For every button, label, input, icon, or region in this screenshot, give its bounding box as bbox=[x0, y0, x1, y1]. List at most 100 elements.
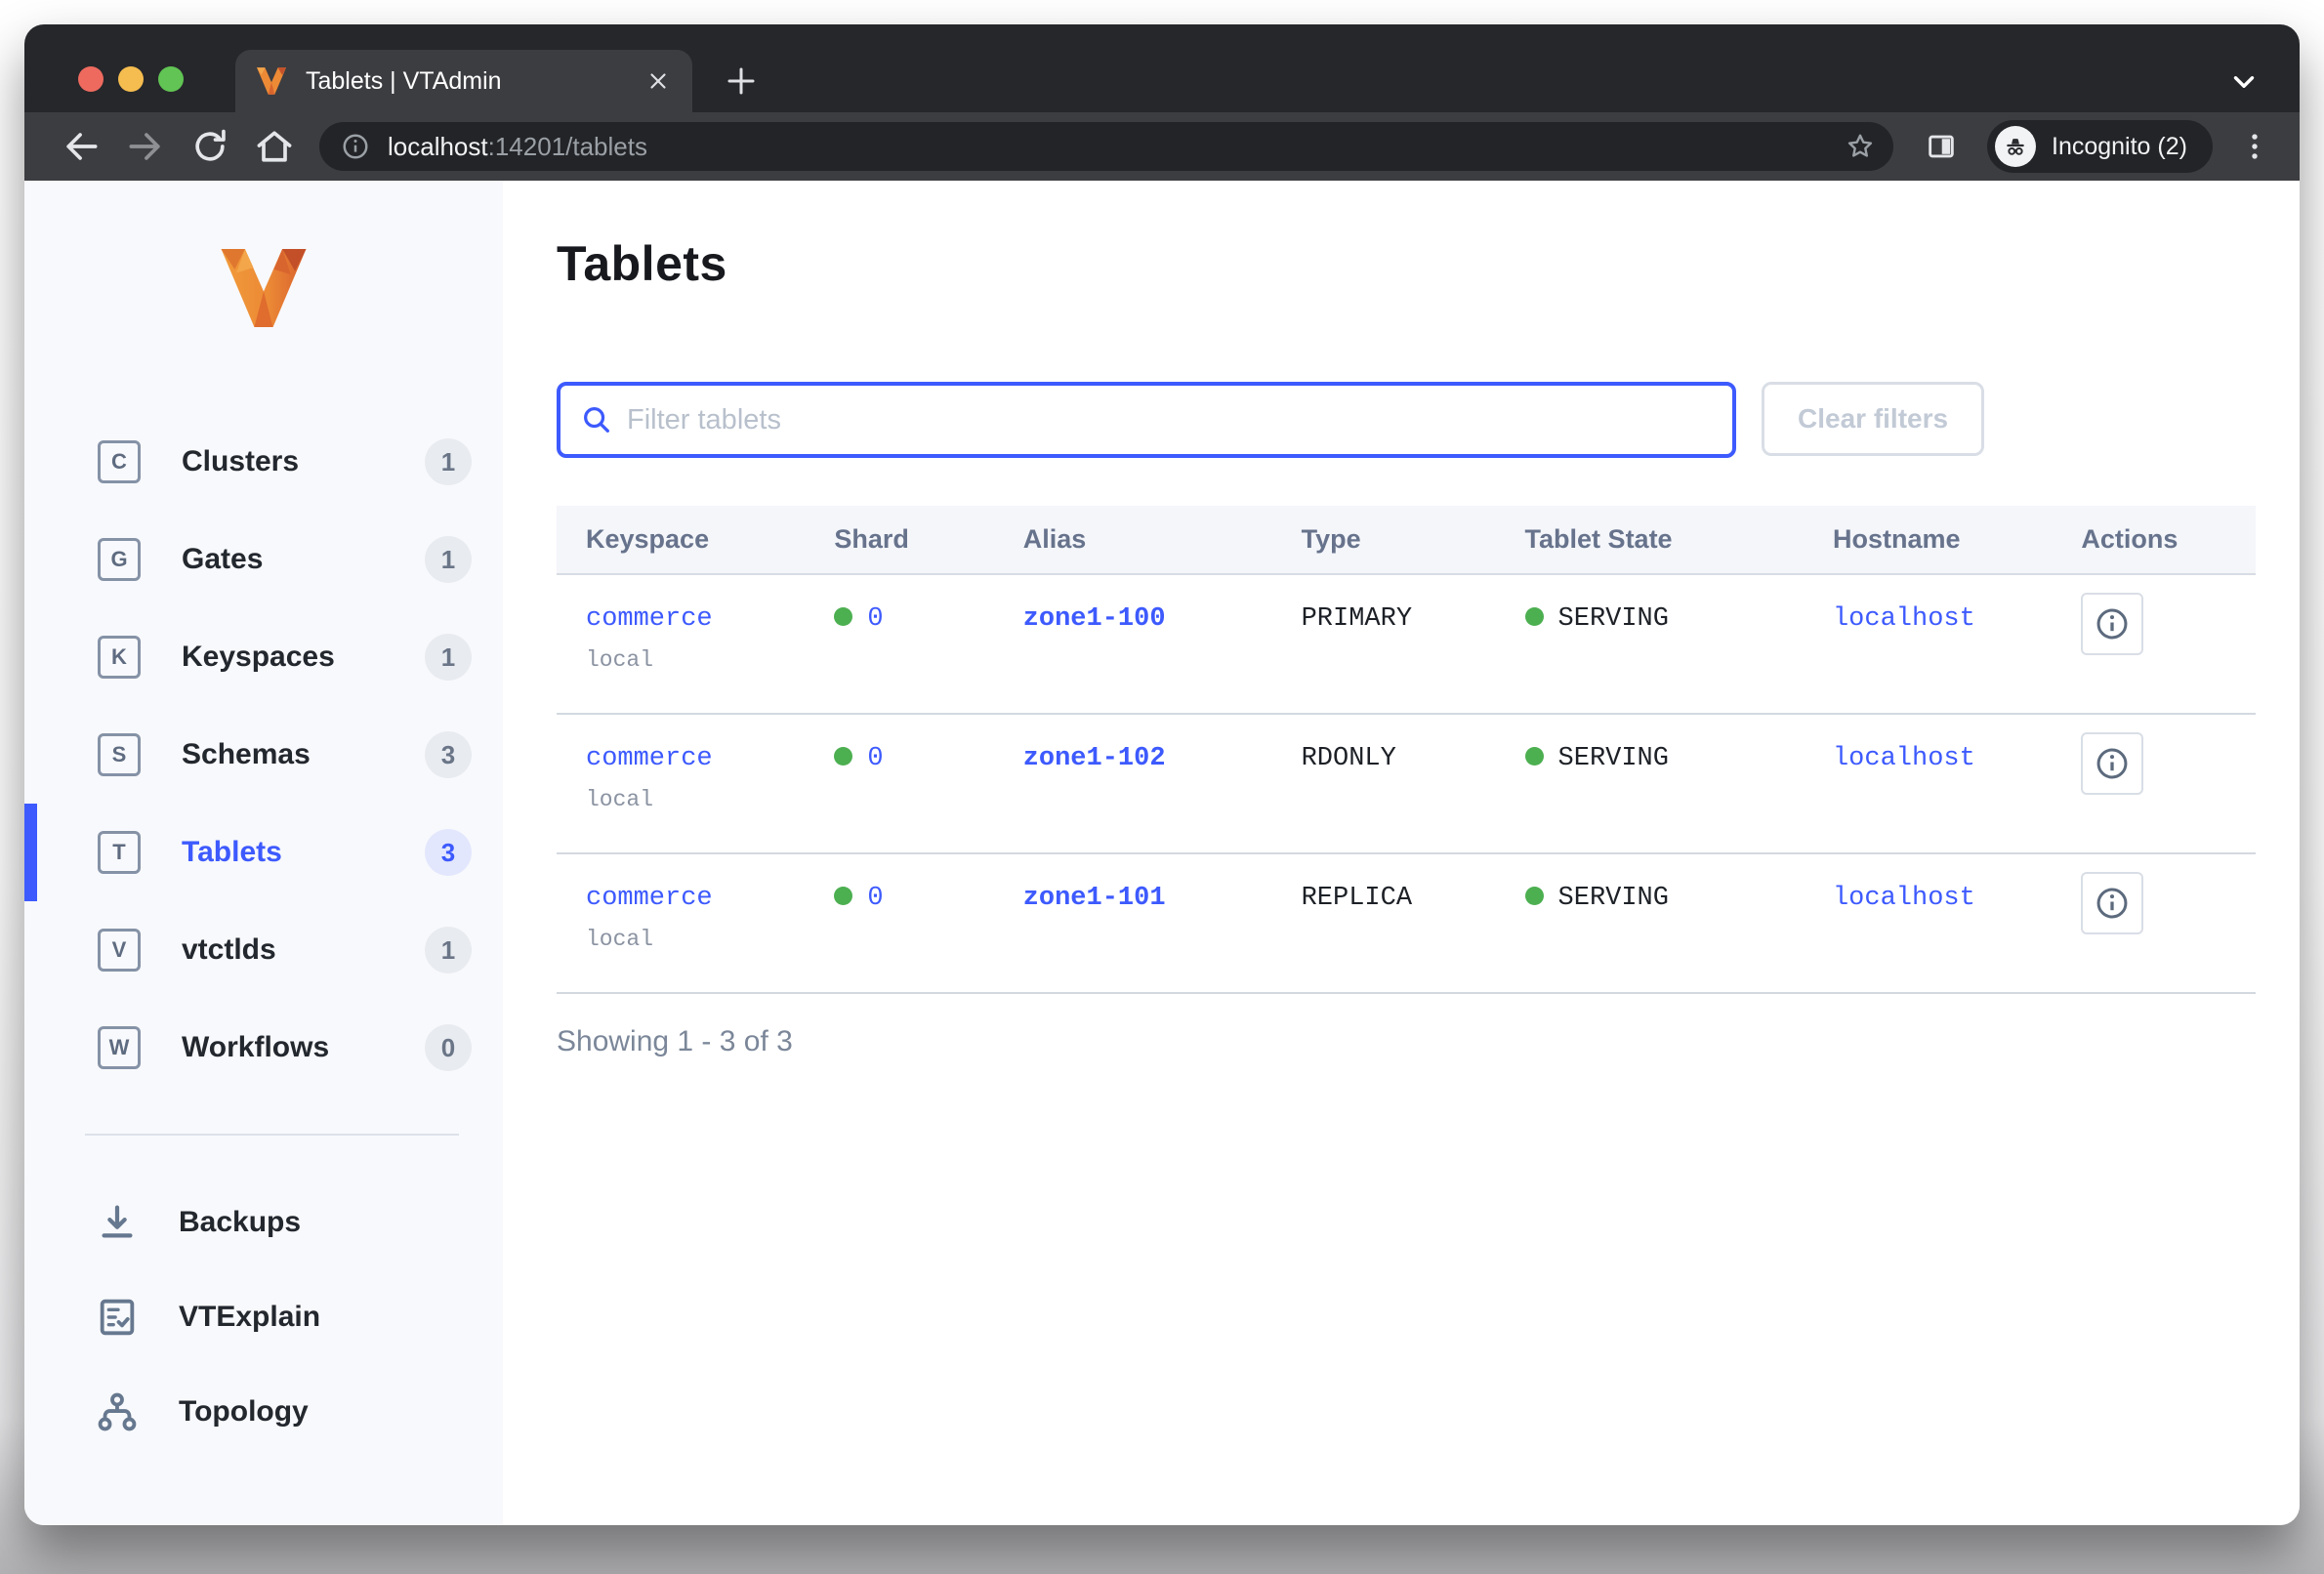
workflows-letter-icon: W bbox=[98, 1026, 141, 1069]
table-row: commerce local 0 zone1-102 RDONLY SERVIN… bbox=[557, 714, 2256, 854]
keyspace-link[interactable]: commerce bbox=[586, 604, 713, 634]
serving-status-dot bbox=[1524, 747, 1544, 766]
sidebar-item-workflows[interactable]: W Workflows 0 bbox=[24, 999, 503, 1097]
filter-tablets-input[interactable] bbox=[627, 403, 1713, 436]
tablets-table: Keyspace Shard Alias Type Tablet State H… bbox=[557, 506, 2256, 994]
sidebar-item-label: Workflows bbox=[182, 1031, 330, 1063]
document-check-icon bbox=[100, 1299, 135, 1335]
tablet-type: RDONLY bbox=[1301, 744, 1396, 773]
vtadmin-app: C Clusters 1 G Gates 1 K Keyspaces 1 S S… bbox=[24, 181, 2300, 1525]
tablet-state: SERVING bbox=[1557, 604, 1669, 634]
shard-status-dot bbox=[834, 887, 853, 905]
home-icon[interactable] bbox=[253, 125, 296, 168]
sidebar-item-gates[interactable]: G Gates 1 bbox=[24, 511, 503, 608]
download-icon bbox=[102, 1205, 133, 1238]
keyspace-link[interactable]: commerce bbox=[586, 884, 713, 913]
sidebar-item-label: VTExplain bbox=[179, 1300, 321, 1333]
chevron-down-icon[interactable] bbox=[2227, 65, 2261, 99]
tablet-type: PRIMARY bbox=[1301, 604, 1413, 634]
back-icon[interactable] bbox=[60, 125, 103, 168]
clear-filters-button[interactable]: Clear filters bbox=[1762, 382, 1985, 456]
column-header-tablet-state: Tablet State bbox=[1495, 506, 1804, 575]
shard-link[interactable]: 0 bbox=[867, 884, 884, 913]
tab-strip: Tablets | VTAdmin bbox=[24, 24, 2300, 112]
vtctlds-letter-icon: V bbox=[98, 929, 141, 972]
sidebar-tools: Backups VTExplain bbox=[24, 1175, 503, 1459]
incognito-badge[interactable]: Incognito (2) bbox=[1987, 120, 2213, 173]
url-text: localhost:14201/tablets bbox=[388, 132, 1845, 162]
minimize-window-button[interactable] bbox=[118, 66, 144, 92]
site-info-icon[interactable] bbox=[341, 132, 370, 161]
count-badge: 0 bbox=[425, 1024, 472, 1071]
sidebar-item-backups[interactable]: Backups bbox=[24, 1175, 503, 1269]
column-header-shard: Shard bbox=[805, 506, 994, 575]
tablet-alias-link[interactable]: zone1-101 bbox=[1022, 884, 1166, 913]
count-badge: 1 bbox=[425, 438, 472, 485]
reload-icon[interactable] bbox=[188, 125, 231, 168]
sidebar-item-label: Backups bbox=[179, 1205, 302, 1238]
browser-window: Tablets | VTAdmin bbox=[24, 24, 2300, 1525]
count-badge: 3 bbox=[425, 731, 472, 778]
browser-tab[interactable]: Tablets | VTAdmin bbox=[235, 50, 692, 112]
sidebar-item-vtctlds[interactable]: V vtctlds 1 bbox=[24, 901, 503, 999]
results-summary: Showing 1 - 3 of 3 bbox=[557, 1025, 793, 1057]
sidebar-item-tablets[interactable]: T Tablets 3 bbox=[24, 804, 503, 901]
keyspace-link[interactable]: commerce bbox=[586, 744, 713, 773]
tablet-info-button[interactable] bbox=[2081, 593, 2144, 655]
column-header-type: Type bbox=[1271, 506, 1496, 575]
sidebar-item-label: Topology bbox=[179, 1394, 309, 1428]
sidebar-item-keyspaces[interactable]: K Keyspaces 1 bbox=[24, 608, 503, 706]
sidebar-item-topology[interactable]: Topology bbox=[24, 1364, 503, 1459]
count-badge: 3 bbox=[425, 829, 472, 876]
search-icon bbox=[584, 407, 609, 433]
tab-close-icon[interactable] bbox=[645, 68, 671, 94]
count-badge: 1 bbox=[425, 536, 472, 583]
column-header-hostname: Hostname bbox=[1803, 506, 2053, 575]
serving-status-dot bbox=[1524, 887, 1544, 905]
table-row: commerce local 0 zone1-100 PRIMARY SERVI… bbox=[557, 574, 2256, 715]
sidebar: C Clusters 1 G Gates 1 K Keyspaces 1 S S… bbox=[24, 181, 503, 1525]
count-badge: 1 bbox=[425, 927, 472, 973]
vitess-favicon bbox=[257, 67, 286, 95]
vitess-logo bbox=[221, 249, 307, 327]
browser-menu-icon[interactable] bbox=[2238, 130, 2271, 163]
hostname-link[interactable]: localhost bbox=[1832, 604, 1975, 634]
forward-icon[interactable] bbox=[124, 125, 167, 168]
shard-link[interactable]: 0 bbox=[867, 744, 884, 773]
tablet-info-button[interactable] bbox=[2081, 872, 2144, 934]
sidebar-item-label: Gates bbox=[182, 543, 264, 575]
active-indicator bbox=[24, 804, 37, 901]
clusters-letter-icon: C bbox=[98, 440, 141, 483]
sidebar-item-vtexplain[interactable]: VTExplain bbox=[24, 1269, 503, 1364]
topology-icon bbox=[98, 1392, 137, 1430]
tablet-type: REPLICA bbox=[1301, 884, 1413, 913]
cluster-name: local bbox=[586, 927, 654, 952]
zoom-window-button[interactable] bbox=[158, 66, 184, 92]
tablet-alias-link[interactable]: zone1-100 bbox=[1022, 604, 1166, 634]
url-bar[interactable]: localhost:14201/tablets bbox=[319, 122, 1893, 171]
info-icon bbox=[2096, 748, 2128, 779]
sidebar-item-label: vtctlds bbox=[182, 933, 276, 966]
url-path: :14201/tablets bbox=[487, 131, 647, 161]
sidebar-item-label: Tablets bbox=[182, 836, 282, 868]
hostname-link[interactable]: localhost bbox=[1832, 744, 1975, 773]
shard-link[interactable]: 0 bbox=[867, 604, 884, 634]
side-panel-icon[interactable] bbox=[1925, 130, 1958, 163]
incognito-icon bbox=[2007, 139, 2024, 155]
sidebar-item-clusters[interactable]: C Clusters 1 bbox=[24, 413, 503, 511]
column-header-alias: Alias bbox=[993, 506, 1272, 575]
serving-status-dot bbox=[1524, 607, 1544, 626]
tablet-alias-link[interactable]: zone1-102 bbox=[1022, 744, 1166, 773]
new-tab-button[interactable] bbox=[724, 63, 759, 99]
bookmark-star-icon[interactable] bbox=[1845, 131, 1876, 162]
close-window-button[interactable] bbox=[78, 66, 104, 92]
sidebar-divider bbox=[85, 1134, 459, 1136]
column-header-keyspace: Keyspace bbox=[557, 506, 806, 575]
url-host: localhost bbox=[388, 131, 488, 161]
tablet-info-button[interactable] bbox=[2081, 732, 2144, 795]
sidebar-item-schemas[interactable]: S Schemas 3 bbox=[24, 706, 503, 804]
hostname-link[interactable]: localhost bbox=[1832, 884, 1975, 913]
info-icon bbox=[2096, 888, 2128, 919]
tab-title: Tablets | VTAdmin bbox=[306, 66, 502, 95]
filter-row: Clear filters bbox=[557, 382, 2256, 458]
